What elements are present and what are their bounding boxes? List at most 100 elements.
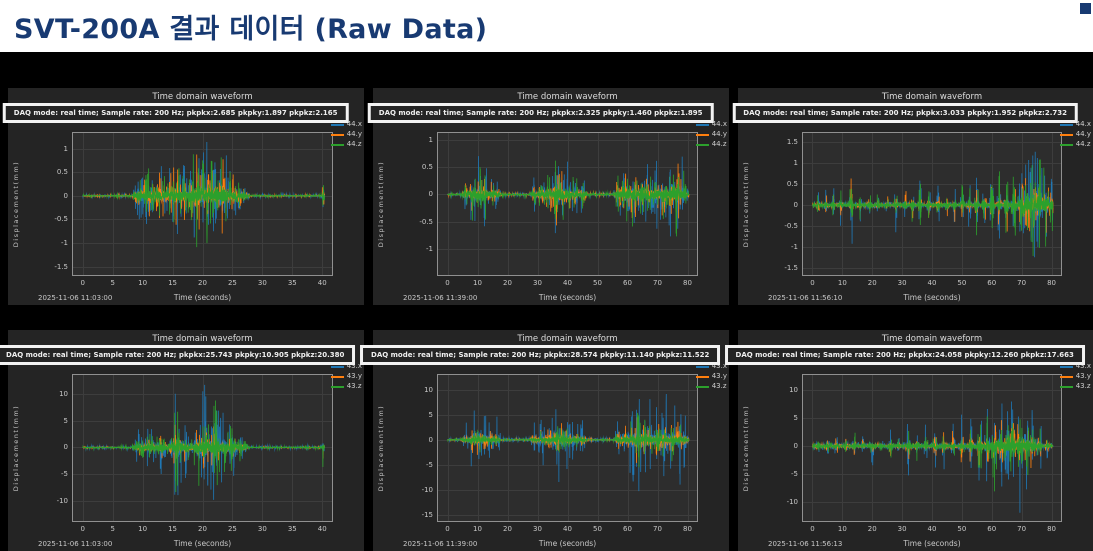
x-tick-label: 15 — [168, 525, 178, 533]
y-tick-label: -1.5 — [54, 262, 68, 271]
legend-line-swatch — [330, 143, 344, 146]
x-tick-label: 20 — [867, 525, 877, 533]
x-tick-label: 80 — [683, 279, 692, 287]
y-tick-label: 0 — [63, 191, 68, 200]
waveform-panel-43-run1: Time domain waveform DAQ mode: real time… — [0, 330, 364, 551]
legend-label: 44.y — [1075, 130, 1091, 138]
y-tick-label: 5 — [793, 413, 798, 422]
legend-item: 43.z — [330, 382, 362, 390]
legend-line-swatch — [1059, 123, 1073, 126]
plot-area: 0 10 20 30 40 50 60 70 80 10 5 0 -5 -10 — [787, 374, 1062, 533]
x-tick-label: 40 — [317, 279, 327, 287]
x-tick-label: 30 — [257, 279, 267, 287]
x-tick-label: 50 — [593, 525, 602, 533]
acquisition-timestamp: 2025-11-06 11:39:00 — [403, 540, 478, 548]
plot-area: 0 10 20 30 40 50 60 70 80 1.5 1 0.5 0 -0.5 -1 -1.5 — [784, 132, 1062, 287]
x-tick-label: 20 — [198, 279, 207, 287]
x-tick-label: 0 — [80, 279, 85, 287]
x-tick-label: 30 — [897, 525, 907, 533]
y-tick-label: -1 — [61, 238, 68, 247]
legend-item: 44.x — [330, 121, 362, 128]
y-tick-label: 10 — [424, 385, 433, 394]
chart-title: Time domain waveform — [881, 92, 983, 102]
x-tick-label: 35 — [287, 525, 297, 533]
plot-area: 0 10 20 30 40 50 60 70 80 10 5 0 -5 -10 -15 — [422, 374, 698, 533]
acquisition-timestamp: 2025-11-06 11:03:00 — [38, 294, 113, 302]
x-tick-label: 50 — [593, 279, 602, 287]
y-tick-label: -1 — [791, 242, 798, 251]
plot-area: 0 5 10 15 20 25 30 35 40 1 0.5 0 -0.5 -1 -1.5 — [54, 132, 333, 287]
chart-legend: 43.x 43.y 43.z — [330, 363, 362, 393]
x-tick-label: 30 — [897, 279, 907, 287]
y-tick-label: 0 — [428, 435, 433, 444]
y-tick-label: 0 — [793, 201, 798, 210]
acquisition-timestamp: 2025-11-06 11:56:13 — [768, 540, 843, 548]
chart-legend: 44.x 44.y 44.z — [1059, 121, 1091, 151]
legend-item: 43.x — [695, 362, 727, 370]
chart-title: Time domain waveform — [152, 334, 253, 344]
legend-line-swatch — [695, 123, 709, 126]
legend-item: 44.y — [330, 131, 362, 138]
waveform-plot-canvas — [72, 374, 333, 522]
x-tick-label: 20 — [867, 279, 877, 287]
x-axis-label: Time (seconds) — [903, 539, 961, 548]
y-tick-label: 0 — [793, 442, 798, 451]
y-tick-label: -10 — [786, 498, 798, 507]
x-tick-label: 40 — [563, 279, 572, 287]
y-tick-label: -1.5 — [784, 263, 798, 272]
x-tick-label: 20 — [198, 525, 207, 533]
x-tick-label: 70 — [1017, 279, 1027, 287]
legend-line-swatch — [330, 133, 344, 136]
y-tick-label: 0 — [63, 443, 68, 452]
legend-label: 44.y — [711, 130, 727, 138]
legend-label: 43.y — [1075, 372, 1091, 380]
header-accent-square — [1080, 3, 1091, 14]
waveform-plot-canvas — [437, 374, 698, 522]
y-axis-label: Displacement(mm) — [742, 160, 751, 248]
x-axis-label: Time (seconds) — [173, 293, 232, 302]
legend-label: 44.z — [1075, 140, 1091, 148]
acquisition-timestamp: 2025-11-06 11:56:10 — [768, 294, 843, 302]
x-tick-label: 60 — [987, 525, 997, 533]
y-tick-label: -10 — [56, 496, 68, 505]
chart-legend: 43.x 43.y 43.z — [1059, 363, 1091, 393]
x-tick-label: 0 — [445, 525, 450, 533]
legend-item: 44.x — [695, 121, 727, 128]
daq-info-box: DAQ mode: real time; Sample rate: 200 Hz… — [360, 345, 721, 365]
x-tick-label: 20 — [503, 525, 512, 533]
x-tick-label: 30 — [533, 279, 542, 287]
x-tick-label: 40 — [927, 279, 937, 287]
x-tick-label: 10 — [837, 525, 847, 533]
x-tick-label: 70 — [653, 525, 662, 533]
legend-item: 44.y — [695, 130, 727, 138]
x-axis-label: Time (seconds) — [903, 293, 961, 302]
x-tick-label: 80 — [1047, 279, 1056, 287]
chart-title: Time domain waveform — [517, 92, 618, 102]
legend-item: 43.y — [695, 373, 727, 380]
slide-header: SVT-200A 결과 데이터 (Raw Data) — [0, 0, 1093, 52]
y-tick-label: 0.5 — [56, 168, 68, 177]
legend-label: 43.z — [1075, 382, 1091, 390]
legend-line-swatch — [330, 123, 344, 126]
x-tick-label: 30 — [257, 525, 267, 533]
legend-label: 43.x — [711, 362, 727, 370]
x-tick-label: 70 — [1017, 525, 1027, 533]
x-tick-label: 25 — [227, 279, 237, 287]
plot-area: 0 10 20 30 40 50 60 70 80 1 0.5 0 -0.5 -1 — [419, 132, 698, 287]
y-axis-label: Displacement(mm) — [377, 404, 386, 492]
waveform-plot-canvas — [802, 132, 1062, 276]
legend-label: 43.z — [346, 382, 362, 390]
y-tick-label: -10 — [421, 485, 433, 494]
legend-line-swatch — [1059, 133, 1073, 136]
x-tick-label: 80 — [1047, 525, 1056, 533]
legend-item: 43.z — [1059, 382, 1091, 390]
acquisition-timestamp: 2025-11-06 11:03:00 — [38, 540, 113, 548]
y-tick-label: 0 — [428, 190, 433, 199]
y-tick-label: -0.5 — [419, 217, 433, 226]
x-tick-label: 70 — [653, 279, 662, 287]
x-tick-label: 40 — [317, 525, 327, 533]
y-tick-label: -0.5 — [54, 215, 68, 224]
chart-title: Time domain waveform — [881, 334, 983, 344]
legend-line-swatch — [695, 375, 709, 378]
waveform-panel-44-run1: Time domain waveform DAQ mode: real time… — [2, 88, 364, 305]
